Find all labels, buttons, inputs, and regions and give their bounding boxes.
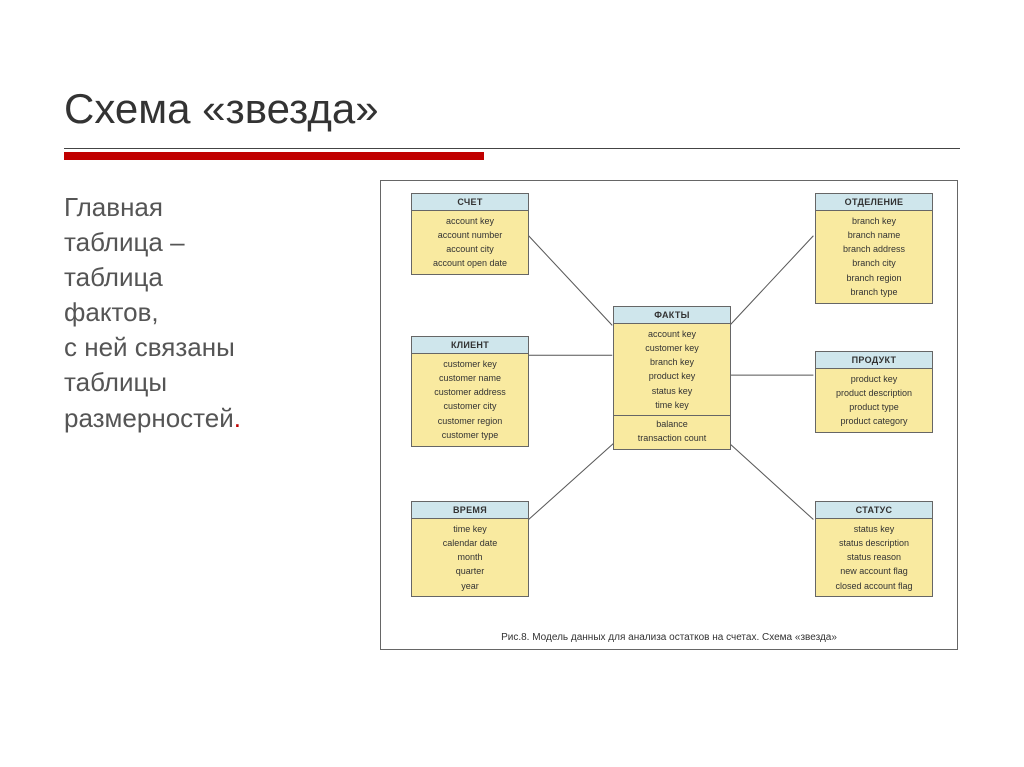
entity-header: СЧЕТ <box>412 194 528 211</box>
slide-description: Главная таблица – таблица фактов, с ней … <box>64 190 364 436</box>
entity-row: branch name <box>816 228 932 242</box>
entity-status: СТАТУС status key status description sta… <box>815 501 933 597</box>
entity-row: account city <box>412 243 528 257</box>
entity-row: year <box>412 579 528 593</box>
entity-body: account key customer key branch key prod… <box>614 324 730 449</box>
entity-row: closed account flag <box>816 579 932 593</box>
entity-row: quarter <box>412 565 528 579</box>
entity-row: customer region <box>412 414 528 428</box>
entity-body: customer key customer name customer addr… <box>412 354 528 446</box>
entity-header: ПРОДУКТ <box>816 352 932 369</box>
entity-row: customer key <box>614 341 730 355</box>
entity-header: КЛИЕНТ <box>412 337 528 354</box>
entity-row: time key <box>614 398 730 412</box>
slide: Схема «звезда» Главная таблица – таблица… <box>0 0 1024 767</box>
desc-line: фактов, <box>64 297 159 327</box>
entity-row: branch key <box>614 356 730 370</box>
entity-row: product type <box>816 401 932 415</box>
entity-row: status reason <box>816 551 932 565</box>
entity-row: customer type <box>412 428 528 442</box>
entity-row: status key <box>816 522 932 536</box>
entity-header: ВРЕМЯ <box>412 502 528 519</box>
entity-row: branch type <box>816 285 932 299</box>
entity-header: СТАТУС <box>816 502 932 519</box>
entity-row: product key <box>816 372 932 386</box>
desc-line: размерностей <box>64 403 234 433</box>
entity-branch: ОТДЕЛЕНИЕ branch key branch name branch … <box>815 193 933 304</box>
entity-row: branch key <box>816 214 932 228</box>
desc-line: таблица – <box>64 227 185 257</box>
entity-row: month <box>412 551 528 565</box>
entity-product: ПРОДУКТ product key product description … <box>815 351 933 433</box>
entity-row: transaction count <box>614 432 730 446</box>
entity-header: ОТДЕЛЕНИЕ <box>816 194 932 211</box>
entity-row: branch address <box>816 243 932 257</box>
desc-line: Главная <box>64 192 163 222</box>
star-schema-diagram: СЧЕТ account key account number account … <box>381 181 957 649</box>
rule-thick <box>64 152 484 160</box>
desc-dot: . <box>234 403 241 433</box>
rule-thin <box>64 148 960 149</box>
desc-line: с ней связаны <box>64 332 235 362</box>
diagram-caption: Рис.8. Модель данных для анализа остатко… <box>381 632 957 643</box>
entity-body: branch key branch name branch address br… <box>816 211 932 303</box>
entity-row: balance <box>614 418 730 432</box>
desc-line: таблицы <box>64 367 167 397</box>
entity-row: status key <box>614 384 730 398</box>
entity-row: product key <box>614 370 730 384</box>
entity-header: ФАКТЫ <box>614 307 730 324</box>
entity-row: new account flag <box>816 565 932 579</box>
entity-row: customer address <box>412 386 528 400</box>
entity-body: time key calendar date month quarter yea… <box>412 519 528 596</box>
desc-line: таблица <box>64 262 163 292</box>
entity-row: account key <box>412 214 528 228</box>
entity-row: branch region <box>816 271 932 285</box>
entity-row: account number <box>412 228 528 242</box>
entity-row: calendar date <box>412 536 528 550</box>
entity-row: time key <box>412 522 528 536</box>
entity-row: customer city <box>412 400 528 414</box>
entity-row: account key <box>614 327 730 341</box>
entity-row: account open date <box>412 257 528 271</box>
slide-title: Схема «звезда» <box>64 85 379 133</box>
entity-account: СЧЕТ account key account number account … <box>411 193 529 275</box>
entity-customer: КЛИЕНТ customer key customer name custom… <box>411 336 529 447</box>
entity-body: account key account number account city … <box>412 211 528 274</box>
entity-row: customer key <box>412 357 528 371</box>
diagram-frame: СЧЕТ account key account number account … <box>380 180 958 650</box>
entity-row: status description <box>816 536 932 550</box>
entity-fact: ФАКТЫ account key customer key branch ke… <box>613 306 731 450</box>
entity-row: customer name <box>412 371 528 385</box>
entity-row: branch city <box>816 257 932 271</box>
entity-body: status key status description status rea… <box>816 519 932 596</box>
entity-time: ВРЕМЯ time key calendar date month quart… <box>411 501 529 597</box>
entity-separator <box>614 415 730 416</box>
entity-row: product description <box>816 386 932 400</box>
entity-body: product key product description product … <box>816 369 932 432</box>
entity-row: product category <box>816 415 932 429</box>
